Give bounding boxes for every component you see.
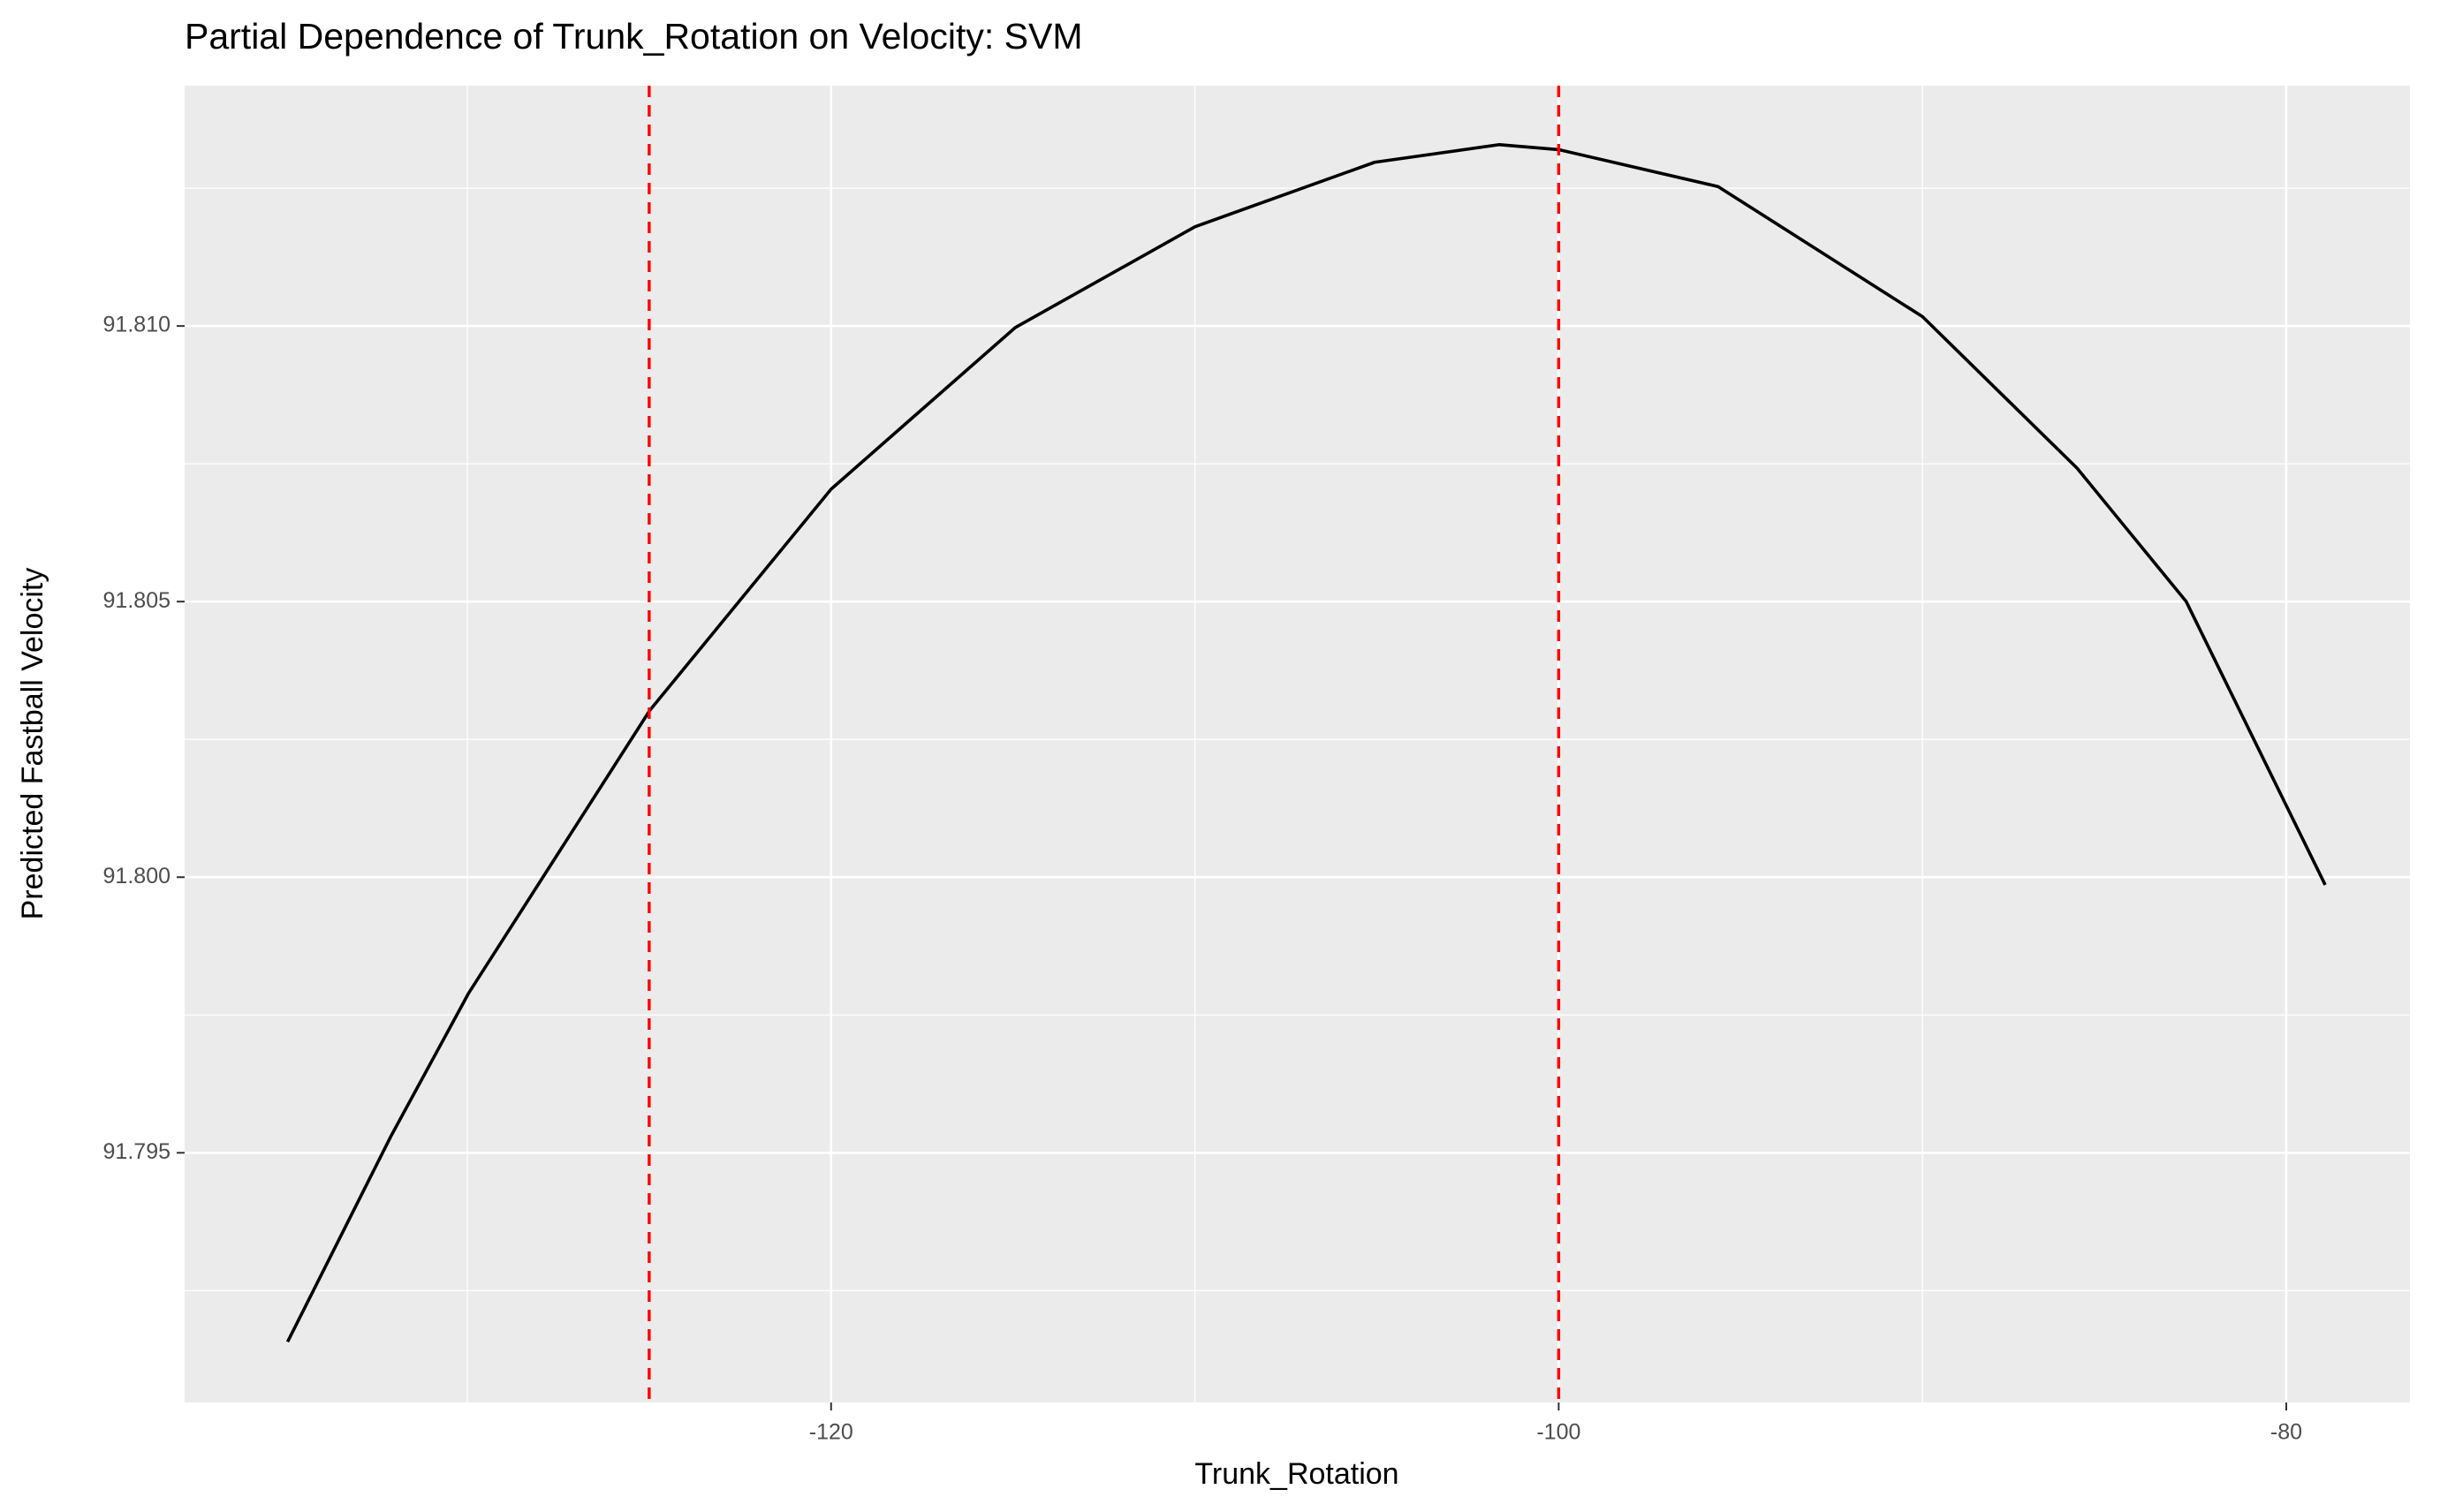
chart-title: Partial Dependence of Trunk_Rotation on …	[185, 16, 1082, 57]
line	[285, 142, 2327, 1343]
y-axis-title: Predicted Fastball Velocity	[16, 568, 49, 920]
x-axis-title: Trunk_Rotation	[1194, 1457, 1398, 1491]
y-tick-label: 91.805	[103, 588, 170, 613]
y-tick-label: 91.795	[103, 1139, 170, 1164]
x-tick-label: -80	[2270, 1420, 2302, 1445]
x-tick-label: -100	[1536, 1420, 1580, 1445]
panel	[185, 86, 2410, 1402]
y-tick-label: 91.800	[103, 864, 170, 888]
y-tick-label: 91.810	[103, 313, 170, 337]
x-tick-label: -120	[809, 1420, 853, 1445]
